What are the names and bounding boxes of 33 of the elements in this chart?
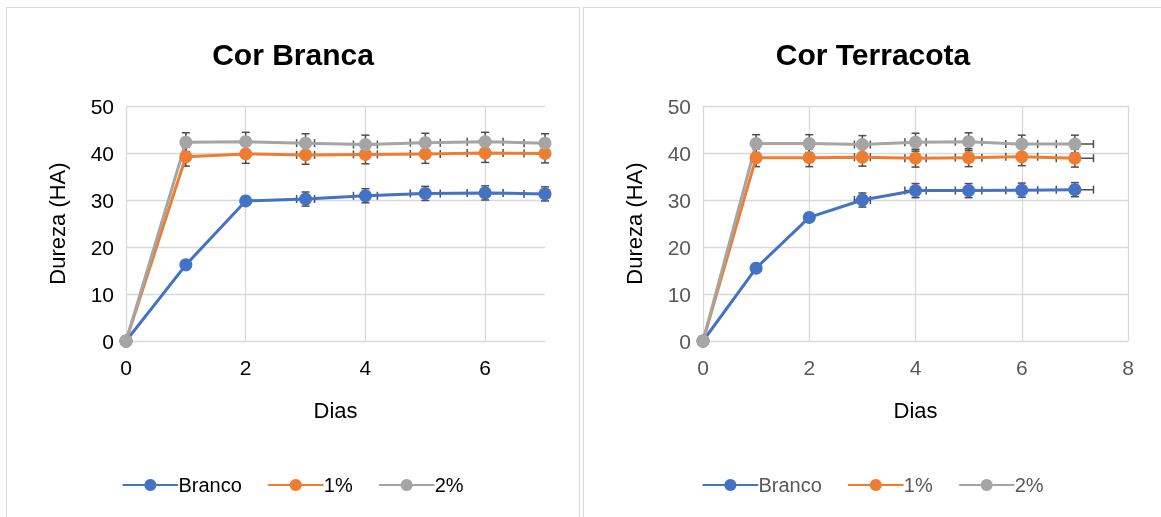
x-axis-title: Dias xyxy=(313,397,358,423)
y-tick-label: 40 xyxy=(667,141,691,165)
y-tick-label: 0 xyxy=(102,329,114,353)
y-tick-label: 50 xyxy=(90,94,114,118)
chart-title: Cor Terracota xyxy=(775,37,971,71)
chart-title: Cor Branca xyxy=(212,37,375,71)
y-tick-label: 0 xyxy=(679,329,691,353)
x-tick-label: 6 xyxy=(479,356,491,379)
legend-label: 2% xyxy=(434,474,464,496)
x-tick-label: 0 xyxy=(697,356,709,379)
y-tick-label: 30 xyxy=(667,188,691,212)
legend-label: 1% xyxy=(903,474,933,496)
legend-label: Branco xyxy=(758,474,822,496)
x-tick-label: 2 xyxy=(239,356,252,379)
legend-label: 1% xyxy=(323,474,353,496)
x-tick-label: 4 xyxy=(359,356,372,379)
y-tick-label: 50 xyxy=(667,94,691,118)
legend-label: Branco xyxy=(178,474,242,496)
legend-label: 2% xyxy=(1014,474,1044,496)
x-tick-label: 0 xyxy=(120,356,132,379)
x-axis-title: Dias xyxy=(893,397,938,423)
y-tick-label: 30 xyxy=(90,188,114,212)
x-tick-label: 8 xyxy=(1122,356,1134,379)
x-tick-label: 2 xyxy=(803,356,816,379)
y-axis-title: Dureza (HA) xyxy=(44,162,70,285)
x-tick-label: 4 xyxy=(909,356,922,379)
y-axis-title: Dureza (HA) xyxy=(621,162,647,285)
y-tick-label: 10 xyxy=(90,282,114,306)
x-tick-label: 6 xyxy=(1015,356,1028,379)
y-tick-label: 20 xyxy=(90,235,114,259)
y-tick-label: 20 xyxy=(667,235,691,259)
y-tick-label: 40 xyxy=(90,141,114,165)
y-tick-label: 10 xyxy=(667,282,691,306)
